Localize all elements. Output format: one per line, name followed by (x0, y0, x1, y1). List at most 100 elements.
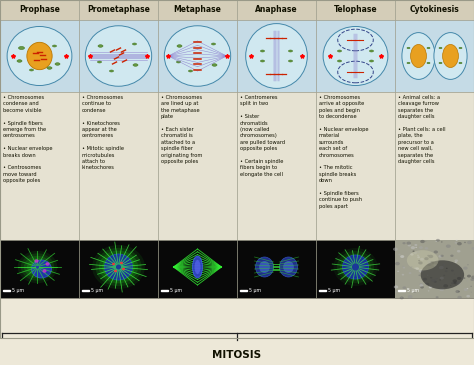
Ellipse shape (418, 261, 423, 265)
Ellipse shape (434, 250, 438, 254)
Ellipse shape (189, 70, 192, 72)
Ellipse shape (343, 255, 368, 279)
Ellipse shape (446, 245, 451, 248)
Bar (395, 240, 474, 298)
Ellipse shape (427, 275, 428, 276)
Ellipse shape (455, 261, 457, 263)
Ellipse shape (434, 32, 467, 80)
Ellipse shape (441, 241, 443, 242)
Ellipse shape (428, 264, 431, 266)
Ellipse shape (454, 282, 457, 284)
Ellipse shape (393, 247, 398, 251)
Ellipse shape (443, 285, 444, 286)
Ellipse shape (414, 267, 417, 269)
Bar (316, 0, 395, 20)
Ellipse shape (466, 295, 470, 297)
Ellipse shape (102, 254, 135, 280)
Ellipse shape (407, 250, 438, 270)
Bar (158, 92, 237, 240)
Ellipse shape (428, 290, 429, 292)
Ellipse shape (261, 50, 264, 52)
Ellipse shape (402, 286, 406, 289)
Bar (237, 0, 316, 20)
Bar (395, 240, 474, 298)
Ellipse shape (53, 45, 56, 47)
Ellipse shape (467, 274, 471, 277)
Ellipse shape (415, 247, 417, 248)
Ellipse shape (106, 256, 131, 278)
Ellipse shape (458, 291, 460, 292)
Ellipse shape (412, 250, 415, 252)
Ellipse shape (428, 268, 431, 270)
Ellipse shape (18, 46, 25, 50)
Ellipse shape (420, 258, 424, 261)
Ellipse shape (402, 266, 404, 267)
Ellipse shape (337, 50, 341, 52)
Ellipse shape (419, 274, 420, 276)
Ellipse shape (438, 255, 442, 258)
Ellipse shape (453, 279, 457, 283)
Ellipse shape (418, 260, 420, 261)
Ellipse shape (176, 61, 181, 63)
Ellipse shape (17, 60, 22, 62)
Ellipse shape (7, 27, 72, 85)
Ellipse shape (443, 45, 458, 68)
Ellipse shape (426, 283, 429, 285)
Ellipse shape (177, 45, 182, 47)
Text: Cytokinesis: Cytokinesis (410, 5, 459, 15)
Bar (395, 20, 474, 92)
Ellipse shape (451, 282, 454, 284)
Ellipse shape (423, 278, 427, 281)
Ellipse shape (440, 255, 444, 257)
Bar (158, 0, 237, 20)
Ellipse shape (416, 251, 420, 253)
Ellipse shape (439, 266, 444, 269)
Text: 5 μm: 5 μm (12, 288, 24, 293)
Ellipse shape (33, 264, 42, 270)
Ellipse shape (435, 261, 438, 263)
Ellipse shape (428, 261, 431, 263)
Ellipse shape (427, 62, 430, 64)
Ellipse shape (419, 283, 423, 285)
Ellipse shape (467, 241, 472, 244)
Ellipse shape (408, 244, 411, 246)
Ellipse shape (457, 242, 462, 245)
Ellipse shape (212, 64, 217, 66)
Text: 5 μm: 5 μm (91, 288, 103, 293)
Text: 5 μm: 5 μm (328, 288, 340, 293)
Ellipse shape (429, 286, 432, 288)
Ellipse shape (407, 242, 411, 245)
Ellipse shape (443, 264, 445, 266)
Text: Metaphase: Metaphase (173, 5, 221, 15)
Ellipse shape (35, 259, 38, 263)
Ellipse shape (55, 63, 60, 65)
Bar (82, 290, 89, 291)
Ellipse shape (411, 246, 415, 249)
Ellipse shape (397, 270, 399, 272)
Ellipse shape (98, 61, 101, 63)
Ellipse shape (443, 275, 445, 276)
Ellipse shape (21, 253, 54, 281)
Ellipse shape (323, 27, 388, 85)
Ellipse shape (402, 32, 435, 80)
Ellipse shape (450, 254, 454, 257)
Ellipse shape (451, 270, 454, 272)
Ellipse shape (419, 269, 424, 273)
Bar (240, 290, 247, 291)
Ellipse shape (337, 251, 374, 283)
Ellipse shape (434, 281, 437, 283)
Ellipse shape (419, 284, 423, 287)
Text: • Chromosomes
arrive at opposite
poles and begin
to decondense

• Nuclear envelo: • Chromosomes arrive at opposite poles a… (319, 95, 368, 209)
Text: • Chromosomes
continue to
condense

• Kinetochores
appear at the
centromeres

• : • Chromosomes continue to condense • Kin… (82, 95, 124, 170)
Ellipse shape (470, 286, 472, 287)
Ellipse shape (430, 277, 432, 278)
Bar (0, 0, 79, 20)
Text: • Centromeres
split in two

• Sister
chromatids
(now called
chromosomes)
are pul: • Centromeres split in two • Sister chro… (240, 95, 285, 177)
Ellipse shape (112, 262, 125, 272)
Bar (398, 290, 405, 291)
Ellipse shape (95, 248, 142, 286)
Ellipse shape (394, 285, 398, 289)
Ellipse shape (417, 256, 420, 258)
Ellipse shape (395, 291, 397, 293)
Ellipse shape (255, 257, 273, 277)
